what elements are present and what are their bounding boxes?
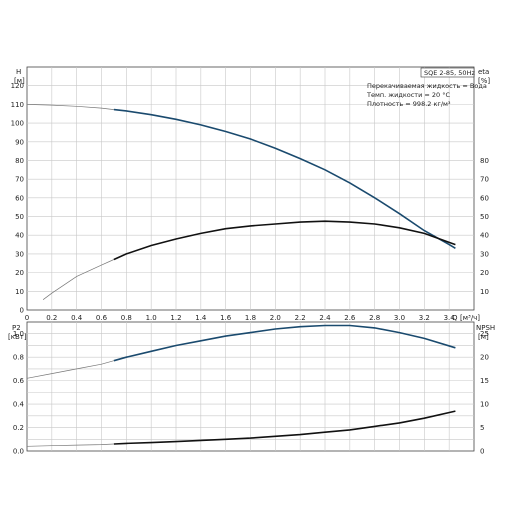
top-y-right-label: eta <box>478 68 489 76</box>
y-left-tick-label: 120 <box>11 82 24 90</box>
y-left-tick-label: 40 <box>15 232 24 240</box>
y-left-tick-label: 60 <box>15 194 24 202</box>
bottom-y-left-unit: [кВт] <box>8 333 27 341</box>
top-y-left-unit: [м] <box>14 77 25 85</box>
legend-line-temp: Темп. жидкости = 20 °C <box>366 91 450 99</box>
top-y-left-label: H <box>16 68 21 76</box>
y-left-tick-label: 0.6 <box>13 377 25 385</box>
y-left-tick-label: 90 <box>15 138 24 146</box>
series-line-1 <box>113 108 456 249</box>
top-series <box>26 104 456 300</box>
y-left-tick-label: 110 <box>11 101 24 109</box>
x-tick-label: 1.8 <box>245 314 256 322</box>
x-tick-label: 0.6 <box>96 314 108 322</box>
y-left-tick-label: 70 <box>15 176 24 184</box>
x-tick-label: 3.2 <box>419 314 430 322</box>
y-right-tick-label: 15 <box>480 377 489 385</box>
legend-line-fluid: Перекачиваемая жидкость = Вода <box>367 82 487 90</box>
x-tick-label: 0.4 <box>71 314 83 322</box>
x-tick-label: 2.6 <box>344 314 356 322</box>
y-left-tick-label: 0.4 <box>13 401 25 409</box>
bottom-grid <box>26 321 475 452</box>
top-grid <box>26 66 475 311</box>
y-right-tick-label: 60 <box>480 194 489 202</box>
y-right-tick-label: 80 <box>480 157 489 165</box>
series-line-extrapolated-2 <box>26 443 114 447</box>
y-left-tick-label: 0.2 <box>13 424 24 432</box>
series-line-2 <box>113 410 456 445</box>
bottom-y-left-label: P2 <box>12 324 21 332</box>
x-tick-label: 1.0 <box>146 314 157 322</box>
x-tick-label: 1.4 <box>195 314 207 322</box>
y-left-tick-label: 20 <box>15 269 24 277</box>
y-right-tick-label: 70 <box>480 176 489 184</box>
y-right-tick-label: 0 <box>480 448 484 456</box>
x-tick-label: 2.2 <box>295 314 306 322</box>
x-tick-label: 2.4 <box>319 314 331 322</box>
y-left-tick-label: 0.0 <box>13 448 24 456</box>
series-line-1 <box>113 324 456 362</box>
x-tick-label: 1.2 <box>170 314 181 322</box>
y-right-tick-label: 25 <box>480 330 489 338</box>
series-line-2 <box>113 220 456 261</box>
y-left-tick-label: 80 <box>15 157 24 165</box>
legend-title-frame <box>420 67 475 78</box>
legend-line-density: Плотность = 998.2 кг/м³ <box>367 100 451 108</box>
bottom-y-right-unit: [м] <box>478 333 489 341</box>
y-right-tick-label: 10 <box>480 288 489 296</box>
x-tick-label: 3.4 <box>444 314 456 322</box>
top-y-right-unit: [%] <box>478 77 490 85</box>
x-axis-label: Q <box>452 314 458 322</box>
bottom-y-right-label: NPSH <box>476 324 495 332</box>
y-left-tick-label: 10 <box>15 288 24 296</box>
y-right-tick-label: 20 <box>480 354 489 362</box>
y-right-tick-label: 30 <box>480 250 489 258</box>
x-tick-label: 0.2 <box>46 314 57 322</box>
y-right-tick-label: 40 <box>480 232 489 240</box>
y-left-tick-label: 1.0 <box>13 330 24 338</box>
top-tick-labels: 0 0.2 0.4 0.6 0.8 1.0 1.2 1.4 1.6 1.8 2.0 2.2 2.4 2.6… <box>11 82 489 322</box>
y-left-tick-label: 0 <box>20 307 24 315</box>
y-left-tick-label: 50 <box>15 213 24 221</box>
y-right-tick-label: 50 <box>480 213 489 221</box>
legend-title: SQE 2-85, 50Hz <box>424 69 475 77</box>
series-line-extrapolated-1 <box>26 104 114 110</box>
x-tick-label: 2.0 <box>270 314 281 322</box>
x-axis-unit: [м³/ч] <box>460 314 480 322</box>
y-left-tick-label: 0.8 <box>13 354 24 362</box>
bottom-tick-labels: 0.0 0.2 0.4 0.6 0.8 1.0 0 5 10 15 20 25 <box>13 330 489 455</box>
y-right-tick-label: 20 <box>480 269 489 277</box>
y-left-tick-label: 100 <box>11 120 24 128</box>
x-tick-label: 3.0 <box>394 314 405 322</box>
x-tick-label: 0.8 <box>121 314 132 322</box>
legend-box: SQE 2-85, 50Hz Перекачиваемая жидкость =… <box>366 67 487 108</box>
x-tick-label: 1.6 <box>220 314 232 322</box>
y-right-tick-label: 10 <box>480 401 489 409</box>
y-left-tick-label: 30 <box>15 250 24 258</box>
series-line-extrapolated-2 <box>42 259 115 300</box>
series-line-extrapolated-1 <box>26 360 114 379</box>
bottom-series <box>26 324 456 447</box>
x-tick-label: 0 <box>25 314 29 322</box>
x-tick-label: 2.8 <box>369 314 380 322</box>
y-right-tick-label: 5 <box>480 424 484 432</box>
